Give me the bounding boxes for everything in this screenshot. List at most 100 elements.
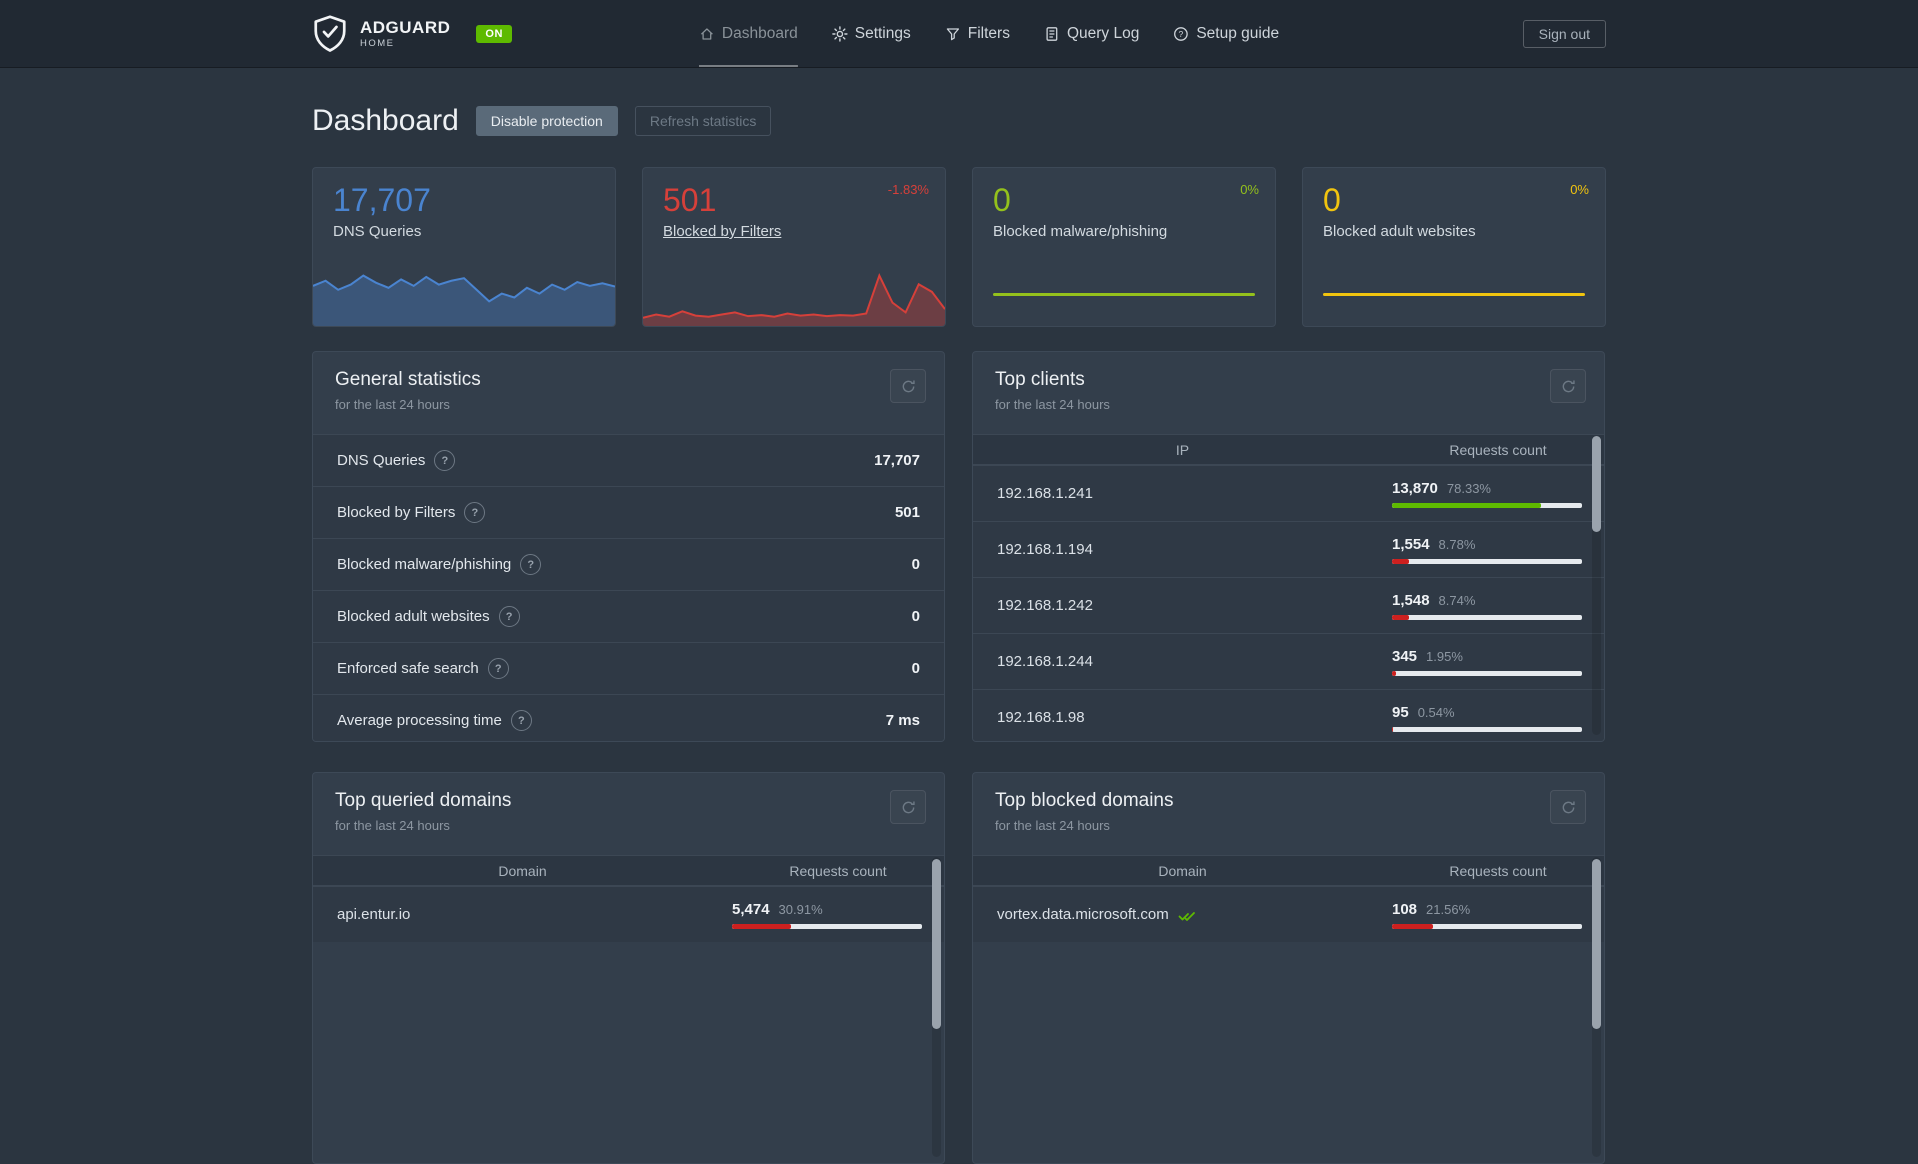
stat-label: Blocked by Filters [337, 504, 456, 521]
refresh-button[interactable] [890, 790, 926, 824]
help-icon[interactable]: ? [487, 658, 509, 679]
scrollbar-thumb[interactable] [1592, 859, 1601, 1029]
scrollbar-track[interactable] [932, 857, 941, 1157]
progress-bar [1392, 726, 1582, 732]
help-icon[interactable]: ? [464, 502, 486, 523]
stat-label: DNS Queries [337, 452, 426, 469]
panel-title: Top blocked domains [995, 790, 1174, 811]
column-header-requests: Requests count [1449, 441, 1547, 458]
progress-bar-fill [1392, 923, 1433, 929]
panel-header: General statistics for the last 24 hours [313, 352, 944, 434]
count-line: 95 0.54% [1392, 704, 1582, 721]
svg-text:?: ? [1179, 29, 1184, 39]
progress-bar [1392, 502, 1582, 508]
scrollbar-thumb[interactable] [1592, 436, 1601, 532]
nav-item-setup-guide[interactable]: ? Setup guide [1173, 0, 1279, 67]
progress-bar [1392, 558, 1582, 564]
request-percent: 21.56% [1426, 901, 1471, 917]
stat-value: 0 [1323, 182, 1341, 218]
blocked-by-filters-link[interactable]: Blocked by Filters [663, 223, 782, 240]
panel-title: General statistics [335, 369, 481, 390]
client-ip: 192.168.1.244 [997, 653, 1093, 670]
panel-title: Top queried domains [335, 790, 512, 811]
client-ip: 192.168.1.241 [997, 485, 1093, 502]
progress-bar-fill [1392, 670, 1396, 676]
refresh-icon [902, 801, 915, 813]
panel-subtitle: for the last 24 hours [995, 397, 1110, 412]
brand-sub: HOME [360, 37, 395, 49]
brand-logo[interactable]: ADGUARD HOME ON [312, 14, 512, 54]
help-icon[interactable]: ? [510, 710, 532, 731]
count-line: 345 1.95% [1392, 648, 1582, 665]
request-count: 345 [1392, 647, 1418, 665]
stat-label-wrap: DNS Queries ? [337, 450, 456, 471]
refresh-statistics-button[interactable]: Refresh statistics [634, 106, 772, 136]
stat-label: Average processing time [337, 712, 502, 729]
stat-row-safe-search: Enforced safe search ? 0 [313, 642, 944, 694]
nav-item-query-log[interactable]: Query Log [1044, 0, 1139, 67]
domain-row: vortex.data.microsoft.com 108 21.56% [973, 886, 1604, 942]
top-navbar: ADGUARD HOME ON Dashboard [0, 0, 1918, 68]
nav-item-filters[interactable]: Filters [945, 0, 1010, 67]
refresh-button[interactable] [1550, 790, 1586, 824]
request-count: 108 [1392, 900, 1418, 918]
stat-label-wrap: Blocked adult websites ? [337, 606, 520, 627]
brand-name: ADGUARD [360, 17, 451, 37]
document-icon [1044, 26, 1060, 42]
stat-value: 17,707 [333, 182, 431, 218]
question-circle-icon: ? [1173, 26, 1189, 42]
column-header-domain: Domain [498, 862, 547, 879]
request-percent: 8.74% [1438, 592, 1476, 608]
client-ip: 192.168.1.194 [997, 541, 1093, 558]
panel-subtitle: for the last 24 hours [995, 818, 1110, 833]
stat-value: 501 [663, 182, 717, 218]
stat-row-processing-time: Average processing time ? 7 ms [313, 694, 944, 741]
nav-item-dashboard[interactable]: Dashboard [699, 0, 798, 67]
scrollbar-track[interactable] [1592, 436, 1601, 735]
table-header: Domain Requests count [973, 855, 1604, 886]
stat-cards-row: 17,707 DNS Queries -1.83% 501 Blocked by… [312, 167, 1606, 327]
dns-queries-sparkline [313, 270, 615, 326]
sign-out-button[interactable]: Sign out [1522, 19, 1606, 48]
refresh-button[interactable] [1550, 369, 1586, 403]
requests-cell: 108 21.56% [1392, 901, 1604, 929]
scrollbar-thumb[interactable] [932, 859, 941, 1029]
adult-sparkline [1323, 293, 1585, 296]
help-icon[interactable]: ? [520, 554, 542, 575]
panel-header: Top blocked domains for the last 24 hour… [973, 773, 1604, 855]
refresh-icon [1562, 801, 1575, 813]
request-percent: 30.91% [778, 901, 823, 917]
refresh-button[interactable] [890, 369, 926, 403]
panel-header: Top clients for the last 24 hours [973, 352, 1604, 434]
count-line: 108 21.56% [1392, 901, 1582, 918]
panel-title: Top clients [995, 369, 1085, 390]
top-queried-domains-panel: Top queried domains for the last 24 hour… [312, 772, 945, 1164]
disable-protection-button[interactable]: Disable protection [475, 106, 618, 136]
domain-name: api.entur.io [337, 906, 411, 923]
column-header-requests: Requests count [1449, 862, 1547, 879]
refresh-icon [1562, 380, 1575, 392]
requests-cell: 5,474 30.91% [732, 901, 944, 929]
unblock-icon[interactable] [1178, 908, 1196, 922]
brand-text: ADGUARD HOME [360, 19, 450, 49]
stat-value: 0 [911, 556, 920, 573]
scrollbar-track[interactable] [1592, 857, 1601, 1157]
requests-cell: 95 0.54% [1392, 704, 1604, 732]
stat-card-blocked-by-filters: -1.83% 501 Blocked by Filters [642, 167, 946, 327]
progress-bar [1392, 923, 1582, 929]
help-icon[interactable]: ? [434, 450, 456, 471]
column-header-domain: Domain [1158, 862, 1207, 879]
stat-value: 501 [894, 504, 920, 521]
progress-bar-fill [1392, 614, 1409, 620]
table-header: IP Requests count [973, 434, 1604, 465]
funnel-icon [945, 26, 961, 42]
stat-card-dns-queries: 17,707 DNS Queries [312, 167, 616, 327]
main-content: Dashboard Disable protection Refresh sta… [312, 68, 1606, 1164]
help-icon[interactable]: ? [498, 606, 520, 627]
requests-cell: 345 1.95% [1392, 648, 1604, 676]
nav-item-settings[interactable]: Settings [832, 0, 911, 67]
stat-value: 0 [911, 660, 920, 677]
top-clients-panel: Top clients for the last 24 hours IP Req… [972, 351, 1605, 742]
stat-label: DNS Queries [333, 223, 422, 240]
client-row: 192.168.1.244 345 1.95% [973, 633, 1604, 689]
